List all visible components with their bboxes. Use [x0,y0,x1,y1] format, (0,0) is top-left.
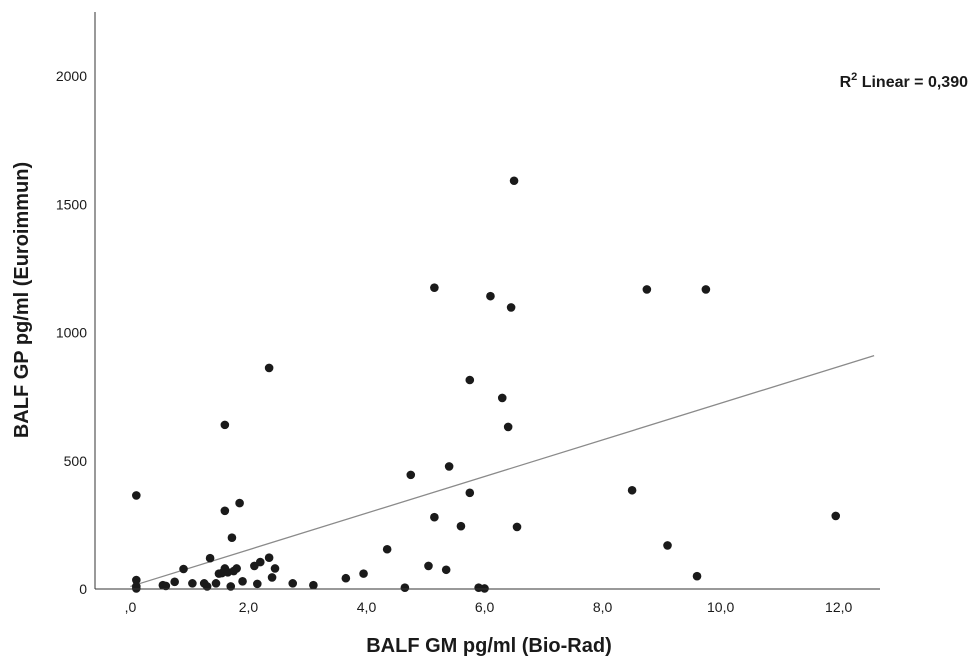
data-point [255,557,265,567]
axes [94,12,880,590]
y-axis-title: BALF GP pg/ml (Euroimmun) [11,162,33,438]
linear-fit-line [130,355,875,588]
y-tick-label: 1500 [56,196,87,212]
r-squared-prefix: R [840,74,852,91]
x-tick-label: 12,0 [825,599,852,615]
data-point [161,581,171,591]
data-point [235,498,244,508]
data-point [132,575,141,585]
data-point [341,573,351,583]
data-point [509,176,519,186]
data-point [456,521,466,531]
r-squared-annotation: R2 Linear = 0,390 [840,71,969,91]
data-point [211,579,221,588]
data-point [359,569,368,578]
data-point [627,485,637,495]
r-squared-text: Linear = 0,390 [857,74,968,91]
data-point [270,564,280,573]
data-point [642,285,652,294]
data-point [701,285,711,294]
data-point [465,488,475,498]
y-tick-label: 500 [64,453,88,469]
data-point [512,522,522,532]
data-point [430,283,439,292]
data-point [382,544,392,554]
fit-line-layer [130,355,875,588]
data-point [170,577,179,587]
data-points [132,176,841,593]
data-point [406,470,416,480]
x-tick-label: 6,0 [475,599,495,615]
data-point [267,573,277,582]
data-point [444,462,454,471]
x-tick-labels: ,0 2,0 4,0 6,0 8,0 10,0 12,0 [125,599,853,615]
y-tick-label: 0 [79,581,87,597]
r-squared-superscript: 2 [851,71,857,83]
data-point [831,511,841,521]
data-point [132,491,141,500]
data-point [424,561,433,571]
data-point [220,420,230,430]
data-point [288,579,298,588]
data-point [486,291,495,301]
x-tick-label: ,0 [125,599,137,615]
data-point [497,393,507,403]
data-point [227,533,237,543]
x-tick-label: 10,0 [707,599,734,615]
y-tick-label: 1000 [56,325,87,341]
data-point [220,506,230,516]
data-point [179,564,188,574]
data-point [663,541,672,550]
data-point [441,565,451,575]
data-point [465,375,475,385]
data-point [692,571,702,581]
data-point [503,422,513,432]
x-tick-label: 8,0 [593,599,613,615]
data-point [238,577,247,586]
data-point [205,553,215,563]
data-point [264,363,274,373]
data-point [253,579,262,589]
data-point [506,303,516,312]
x-tick-label: 2,0 [239,599,259,615]
x-tick-label: 4,0 [357,599,377,615]
data-point [232,564,241,573]
data-point [430,512,439,522]
data-point [309,580,318,590]
data-point [188,579,197,588]
data-point [264,553,274,563]
y-tick-labels: 0 500 1000 1500 2000 [56,68,87,597]
data-point [400,583,410,593]
y-tick-label: 2000 [56,68,87,84]
data-point [480,584,489,593]
x-axis-title: BALF GM pg/ml (Bio-Rad) [366,635,612,657]
